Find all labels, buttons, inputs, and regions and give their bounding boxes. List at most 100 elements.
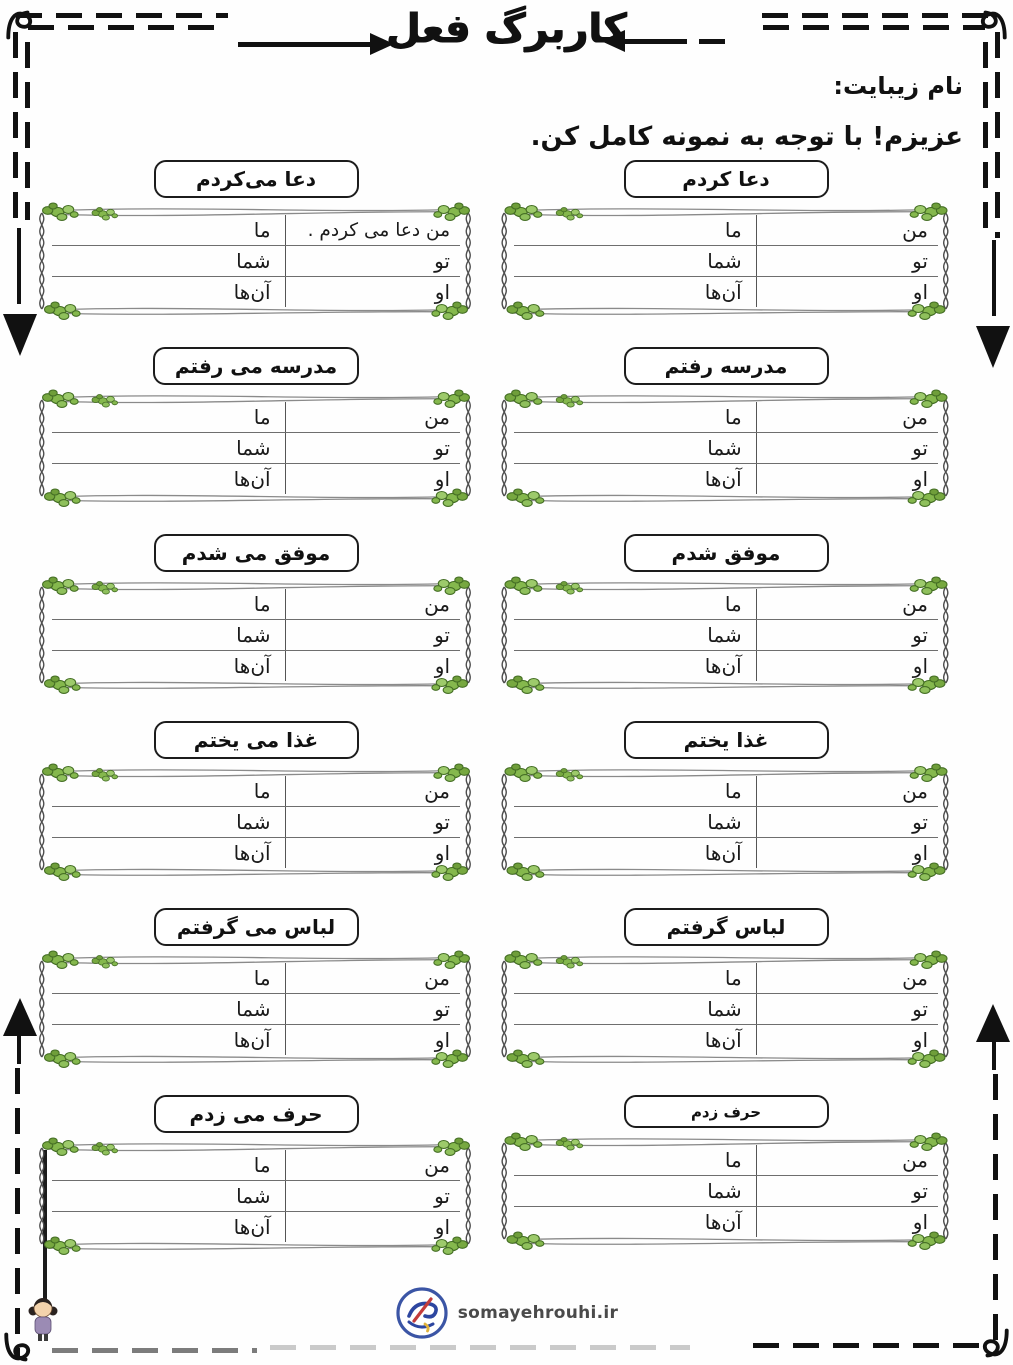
verb-table: موفق شدم من [492,534,960,698]
table-row: من دعا می کردم . ما [52,215,460,246]
answer-blank [767,215,902,245]
table-frame-decoration [501,389,949,507]
answer-blank [66,402,254,432]
answer-blank [66,589,254,619]
pronoun-plural: آن‌ها [704,841,742,865]
verb-label-text: حرف می زدم [189,1102,323,1126]
answer-blank [528,589,725,619]
vine-right-decoration [465,1147,471,1245]
answer-blank [296,1212,435,1242]
answer-blank [528,651,705,681]
table-frame: من ما تو شما [30,763,482,881]
pronoun-singular: من [424,966,450,990]
cell-singular: تو [284,1181,460,1211]
verb-table: موفق می شدم من [30,534,482,698]
pronoun-plural: آن‌ها [704,654,742,678]
pronoun-singular: او [912,280,928,304]
cell-singular: او [755,1025,938,1055]
table-frame-decoration [39,1137,471,1255]
footer: somayehrouhi.ir [0,1286,1013,1340]
answer-blank [528,807,707,837]
table-frame-decoration [501,763,949,881]
watermark-text: somayehrouhi.ir [457,1303,619,1323]
tables-grid: دعا می‌کردم من دعا می کردم . [30,160,960,1259]
cell-plural: شما [52,994,285,1024]
table-row: تو شما [52,620,460,651]
verb-label-text: لباس گرفتم [666,915,786,939]
answer-blank [528,215,725,245]
vine-left-decoration [39,960,45,1058]
answer-blank [296,215,308,245]
answer-blank [767,277,913,307]
child-figure-decoration [28,1298,58,1341]
vine-left-decoration [39,399,45,497]
conjugation-rows: من ما تو شما [514,963,938,1055]
vine-left-decoration [501,773,507,871]
frame-dash-right-inner [983,42,988,228]
cell-singular: تو [284,620,460,650]
cell-plural: آن‌ها [514,277,756,307]
pronoun-plural: ما [724,218,742,242]
table-frame: من ما تو شما [492,202,960,320]
table-frame: من ما تو شما [30,950,482,1068]
title-arrow-left-head-icon [370,33,394,55]
answer-blank [66,1181,236,1211]
table-row: تو شما [514,620,938,651]
table-frame: من ما تو شما [30,576,482,694]
table-row: تو شما [514,1176,938,1207]
answer-blank [66,620,236,650]
pronoun-plural: شما [707,997,742,1021]
answer-blank [528,838,705,868]
pronoun-plural: آن‌ها [704,467,742,491]
conjugation-rows: من ما تو شما [52,402,460,494]
frame-dash-right-outer [995,32,1000,238]
conjugation-rows: من ما تو شما [514,215,938,307]
answer-blank [767,620,912,650]
pronoun-plural: شما [236,1184,271,1208]
verb-label-text: موفق شدم [671,541,781,565]
pronoun-plural: شما [236,810,271,834]
answer-blank [66,277,234,307]
frame-dash-left-inner [25,42,30,220]
title-arrow-right-head-icon [601,30,625,52]
answer-blank [66,464,234,494]
answer-blank [528,246,707,276]
verb-label-text: مدرسه رفتم [664,354,788,378]
verb-label-box: دعا می‌کردم [153,160,359,198]
answer-blank [528,1207,705,1237]
cell-plural: آن‌ها [514,464,756,494]
answer-blank [296,838,435,868]
example-sentence: من دعا می کردم . [307,219,450,241]
table-row: او آن‌ها [52,838,460,868]
cell-plural: شما [514,1176,756,1206]
answer-blank [767,464,913,494]
vine-left-decoration [39,586,45,684]
answer-blank [296,994,435,1024]
page-title: کاربرگ فعل [386,6,627,52]
vine-right-decoration [465,399,471,497]
answer-blank [66,838,234,868]
pronoun-plural: شما [707,436,742,460]
cell-plural: آن‌ها [52,838,285,868]
cell-singular: من [755,1145,938,1175]
table-row: من ما [52,589,460,620]
right-down-arrow-head-icon [976,326,1010,368]
answer-blank [767,1145,902,1175]
answer-blank [767,807,912,837]
answer-blank [66,246,236,276]
frame-dash-bottom-middle [270,1345,690,1350]
answer-blank [528,963,725,993]
pronoun-singular: تو [434,997,450,1021]
cell-singular: من [284,589,460,619]
cell-plural: ما [52,1150,285,1180]
cell-singular: من [755,963,938,993]
table-row: من ما [514,215,938,246]
answer-blank [66,807,236,837]
pronoun-plural: ما [253,218,271,242]
table-row: من ما [52,963,460,994]
pronoun-singular: من [902,218,928,242]
right-down-arrow-shaft [992,240,996,316]
cell-singular: من [284,963,460,993]
table-row: تو شما [52,433,460,464]
answer-blank [528,994,707,1024]
